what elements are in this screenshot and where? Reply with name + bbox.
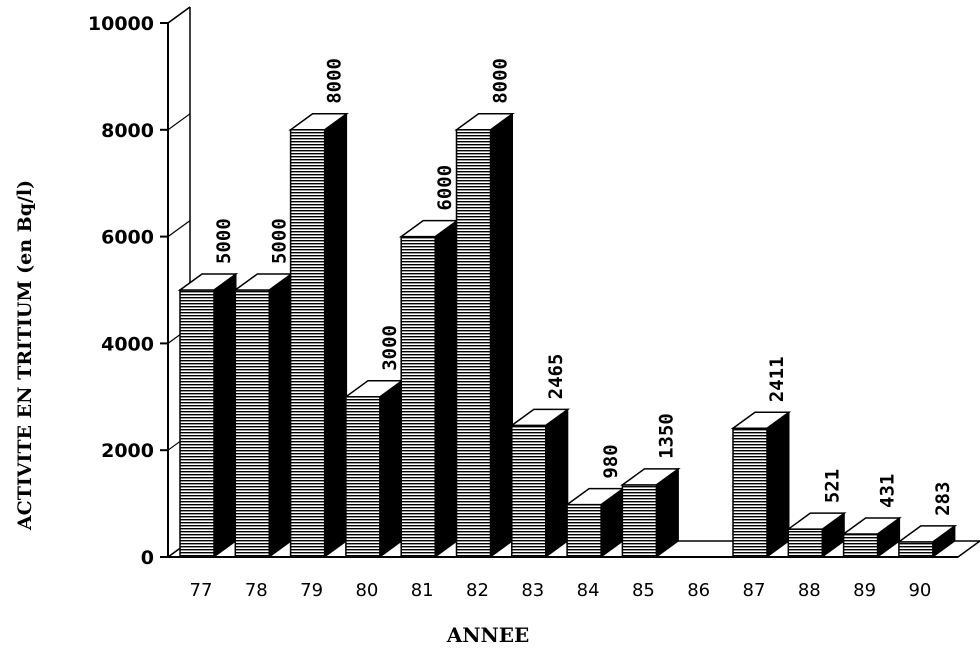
bar [288,112,349,558]
data-label: 5000 [213,218,235,264]
bar [454,112,515,558]
data-label: 2465 [545,354,567,400]
data-label: 521 [821,469,843,503]
bar-front [787,528,824,558]
bar-side [268,273,292,558]
bar-front [511,424,547,558]
bar [509,408,571,558]
bar [343,379,405,558]
bar-top [454,113,515,131]
y-tick-label: 8000 [101,120,154,142]
data-label: 431 [877,474,899,508]
bar-top [509,408,571,427]
bar-side [434,219,458,558]
bar [785,512,847,558]
y-tick-label: 2000 [101,440,154,462]
bar-front [455,129,492,558]
bar-side [379,379,403,558]
bar [232,273,294,558]
bar-front [732,427,768,558]
bar-side [324,112,348,558]
bars [177,112,958,558]
y-tick-depth [167,113,191,131]
bar [730,411,792,558]
x-tick-label: 84 [577,580,600,601]
bar [564,487,626,558]
bar [620,467,681,558]
data-label: 5000 [268,218,290,264]
y-tick-label: 10000 [88,13,154,35]
bar-front [234,289,271,558]
y-tick-label: 6000 [101,227,154,249]
bar-side [490,112,513,558]
bar-top [177,273,239,291]
bar-front [400,235,436,558]
bar-top [730,411,792,430]
y-tick-depth [167,6,191,24]
x-tick-label: 89 [853,580,876,601]
x-tick-label: 83 [521,580,544,601]
data-label: 6000 [434,165,456,211]
bar [177,273,239,558]
y-tick-label: 4000 [101,333,154,355]
x-tick-label: 87 [743,580,766,601]
data-label: 1350 [655,413,677,459]
bar-front [566,503,602,558]
y-tick-label: 0 [141,547,154,569]
bar [896,524,958,558]
bar [841,517,902,558]
bar-side [213,273,237,558]
labels: 0 2000 4000 6000 8000 10000 77 5000 78 5000 79 8000… [88,13,954,601]
data-label: 283 [932,482,954,516]
y-axis-label: ACTIVITE EN TRITIUM (en Bq/l) [14,180,36,531]
bar [398,219,460,558]
data-label: 3000 [379,325,401,371]
x-tick-label: 79 [300,580,323,601]
x-tick-label: 81 [411,580,434,601]
bar-front [179,289,215,558]
bar-top [896,525,958,543]
bar-front [621,484,658,558]
y-tick-depth [167,220,191,238]
x-tick-label: 90 [908,580,931,601]
bar-front [289,129,326,558]
bar-front [898,541,934,558]
bar-top [620,468,681,486]
x-tick-label: 82 [466,580,489,601]
bar-top [288,113,349,131]
x-tick-label: 85 [632,580,655,601]
bar-front [345,396,381,558]
x-tick-label: 88 [798,580,821,601]
bar-front [842,533,879,558]
bar-side [545,408,569,558]
x-tick-label: 77 [190,580,213,601]
data-label: 8000 [324,58,346,104]
data-label: 2411 [766,356,788,402]
x-tick-label: 80 [355,580,378,601]
data-label: 980 [600,444,622,478]
x-tick-label: 86 [687,580,710,601]
bar-top [841,517,902,535]
x-tick-label: 78 [245,580,268,601]
bar-top [785,512,847,530]
bar-side [766,411,790,558]
x-axis-label: ANNEE [446,623,530,647]
data-label: 8000 [490,58,512,104]
